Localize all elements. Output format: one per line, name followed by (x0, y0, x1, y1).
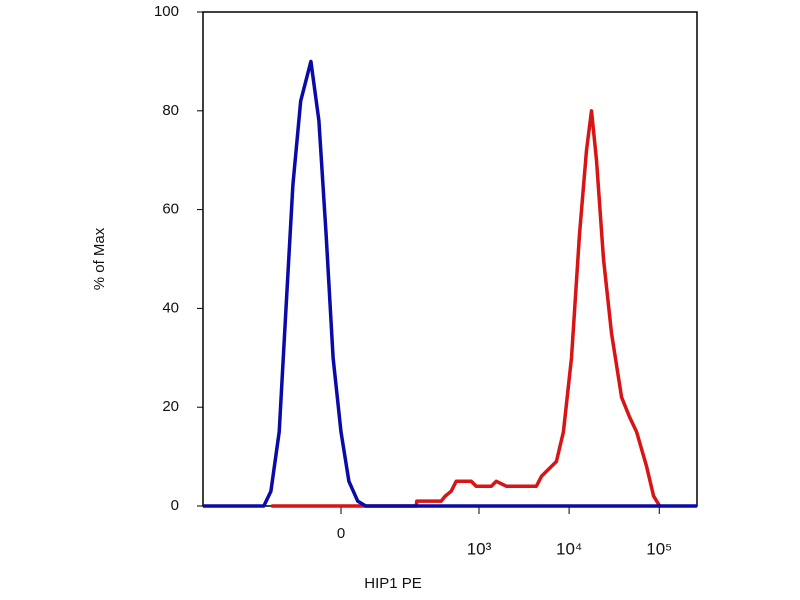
x-tick-label: 10⁴ (556, 539, 582, 558)
y-tick-label: 60 (162, 201, 179, 218)
x-tick-label: 10⁵ (646, 539, 672, 558)
histogram-line (271, 109, 662, 508)
y-tick-label: 80 (162, 102, 179, 119)
plot-frame (202, 11, 698, 507)
x-tick-label: 0 (337, 525, 345, 542)
y-tick-label: 40 (162, 299, 179, 316)
x-tick-label: 10³ (467, 539, 492, 558)
x-axis-label: HIP1 PE (364, 575, 422, 592)
y-tick-label: 0 (171, 497, 179, 514)
y-axis-label: % of Max (91, 227, 108, 290)
y-tick-label: 100 (154, 3, 179, 20)
y-tick-label: 20 (162, 398, 179, 415)
histogram-line (203, 59, 697, 508)
